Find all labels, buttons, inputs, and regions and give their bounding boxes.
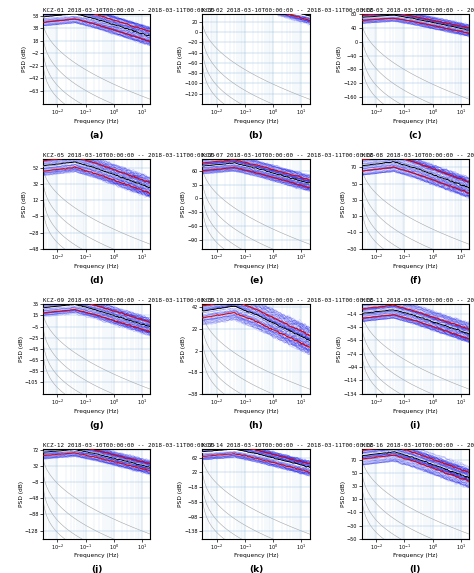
Text: (c): (c)	[409, 131, 422, 140]
Text: (b): (b)	[249, 131, 263, 140]
Y-axis label: PSD (dB): PSD (dB)	[178, 481, 183, 507]
X-axis label: Frequency (Hz): Frequency (Hz)	[74, 119, 119, 124]
X-axis label: Frequency (Hz): Frequency (Hz)	[234, 119, 278, 124]
Text: KCZ-03 2018-03-10T00:00:00 -- 2018-03-11T00:00:00: KCZ-03 2018-03-10T00:00:00 -- 2018-03-11…	[362, 8, 474, 13]
Y-axis label: PSD (dB): PSD (dB)	[337, 46, 343, 72]
X-axis label: Frequency (Hz): Frequency (Hz)	[393, 264, 438, 269]
Text: KCZ-02 2018-03-10T00:00:00 -- 2018-03-11T00:00:00: KCZ-02 2018-03-10T00:00:00 -- 2018-03-11…	[202, 8, 374, 13]
Text: (h): (h)	[248, 421, 264, 430]
X-axis label: Frequency (Hz): Frequency (Hz)	[74, 554, 119, 559]
X-axis label: Frequency (Hz): Frequency (Hz)	[393, 554, 438, 559]
Text: KCZ-05 2018-03-10T00:00:00 -- 2018-03-11T00:00:00: KCZ-05 2018-03-10T00:00:00 -- 2018-03-11…	[43, 153, 214, 158]
Y-axis label: PSD (dB): PSD (dB)	[337, 336, 343, 362]
Text: KCZ-01 2018-03-10T00:00:00 -- 2018-03-11T00:00:00: KCZ-01 2018-03-10T00:00:00 -- 2018-03-11…	[43, 8, 214, 13]
Y-axis label: PSD (dB): PSD (dB)	[178, 46, 183, 72]
Text: (f): (f)	[409, 276, 421, 285]
X-axis label: Frequency (Hz): Frequency (Hz)	[234, 554, 278, 559]
Text: KCZ-08 2018-03-10T00:00:00 -- 2018-03-11T00:00:00: KCZ-08 2018-03-10T00:00:00 -- 2018-03-11…	[362, 153, 474, 158]
Y-axis label: PSD (dB): PSD (dB)	[181, 191, 186, 217]
X-axis label: Frequency (Hz): Frequency (Hz)	[393, 409, 438, 414]
Text: (k): (k)	[249, 566, 263, 573]
Y-axis label: PSD (dB): PSD (dB)	[22, 191, 27, 217]
Text: KCZ-07 2018-03-10T00:00:00 -- 2018-03-11T00:00:00: KCZ-07 2018-03-10T00:00:00 -- 2018-03-11…	[202, 153, 374, 158]
Text: KCZ-12 2018-03-10T00:00:00 -- 2018-03-11T00:00:00: KCZ-12 2018-03-10T00:00:00 -- 2018-03-11…	[43, 443, 214, 448]
Text: (i): (i)	[410, 421, 421, 430]
Text: (a): (a)	[89, 131, 104, 140]
X-axis label: Frequency (Hz): Frequency (Hz)	[74, 409, 119, 414]
Text: KCZ-09 2018-03-10T00:00:00 -- 2018-03-11T00:00:00: KCZ-09 2018-03-10T00:00:00 -- 2018-03-11…	[43, 298, 214, 303]
X-axis label: Frequency (Hz): Frequency (Hz)	[234, 409, 278, 414]
Text: (g): (g)	[89, 421, 104, 430]
Y-axis label: PSD (dB): PSD (dB)	[18, 481, 24, 507]
Text: KCZ-11 2018-03-10T00:00:00 -- 2018-03-11T00:00:00: KCZ-11 2018-03-10T00:00:00 -- 2018-03-11…	[362, 298, 474, 303]
Text: (d): (d)	[89, 276, 104, 285]
Y-axis label: PSD (dB): PSD (dB)	[341, 481, 346, 507]
X-axis label: Frequency (Hz): Frequency (Hz)	[393, 119, 438, 124]
X-axis label: Frequency (Hz): Frequency (Hz)	[74, 264, 119, 269]
X-axis label: Frequency (Hz): Frequency (Hz)	[234, 264, 278, 269]
Text: KCZ-16 2018-03-10T00:00:00 -- 2018-03-11T00:00:00: KCZ-16 2018-03-10T00:00:00 -- 2018-03-11…	[362, 443, 474, 448]
Y-axis label: PSD (dB): PSD (dB)	[22, 46, 27, 72]
Y-axis label: PSD (dB): PSD (dB)	[18, 336, 24, 362]
Text: (e): (e)	[249, 276, 263, 285]
Text: (j): (j)	[91, 566, 102, 573]
Y-axis label: PSD (dB): PSD (dB)	[341, 191, 346, 217]
Y-axis label: PSD (dB): PSD (dB)	[181, 336, 186, 362]
Text: KCZ-14 2018-03-10T00:00:00 -- 2018-03-11T00:00:00: KCZ-14 2018-03-10T00:00:00 -- 2018-03-11…	[202, 443, 374, 448]
Text: KCZ-10 2018-03-10T00:00:00 -- 2018-03-11T00:00:00: KCZ-10 2018-03-10T00:00:00 -- 2018-03-11…	[202, 298, 374, 303]
Text: (l): (l)	[410, 566, 421, 573]
